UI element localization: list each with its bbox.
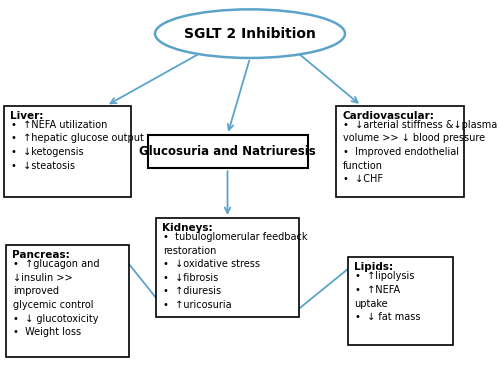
Text: •  tubuloglomerular feedback
restoration
•  ↓oxidative stress
•  ↓fibrosis
•  ↑d: • tubuloglomerular feedback restoration … — [163, 232, 308, 310]
Text: •  ↓arterial stiffness &↓plasma
volume >> ↓ blood pressure
•  Improved endotheli: • ↓arterial stiffness &↓plasma volume >>… — [344, 120, 498, 184]
FancyBboxPatch shape — [336, 105, 464, 197]
Text: •  ↑NEFA utilization
•  ↑hepatic glucose output
•  ↓ketogensis
•  ↓steatosis: • ↑NEFA utilization • ↑hepatic glucose o… — [11, 120, 143, 171]
FancyBboxPatch shape — [4, 105, 131, 197]
FancyBboxPatch shape — [348, 257, 453, 345]
Ellipse shape — [155, 9, 345, 58]
Text: SGLT 2 Inhibition: SGLT 2 Inhibition — [184, 27, 316, 41]
Text: Glucosuria and Natriuresis: Glucosuria and Natriuresis — [139, 145, 316, 158]
FancyBboxPatch shape — [148, 135, 308, 168]
FancyBboxPatch shape — [6, 245, 129, 357]
Text: Lipids:: Lipids: — [354, 262, 393, 272]
Text: •  ↑lipolysis
•  ↑NEFA
uptake
•  ↓ fat mass: • ↑lipolysis • ↑NEFA uptake • ↓ fat mass — [354, 272, 420, 322]
Text: Pancreas:: Pancreas: — [12, 250, 70, 260]
Text: •  ↑glucagon and
↓insulin >>
improved
glycemic control
•  ↓ glucotoxicity
•  Wei: • ↑glucagon and ↓insulin >> improved gly… — [14, 259, 100, 337]
FancyBboxPatch shape — [156, 218, 298, 317]
Text: Liver:: Liver: — [10, 111, 43, 120]
Text: Cardiovascular:: Cardiovascular: — [342, 111, 434, 120]
Text: Kidneys:: Kidneys: — [162, 223, 213, 233]
